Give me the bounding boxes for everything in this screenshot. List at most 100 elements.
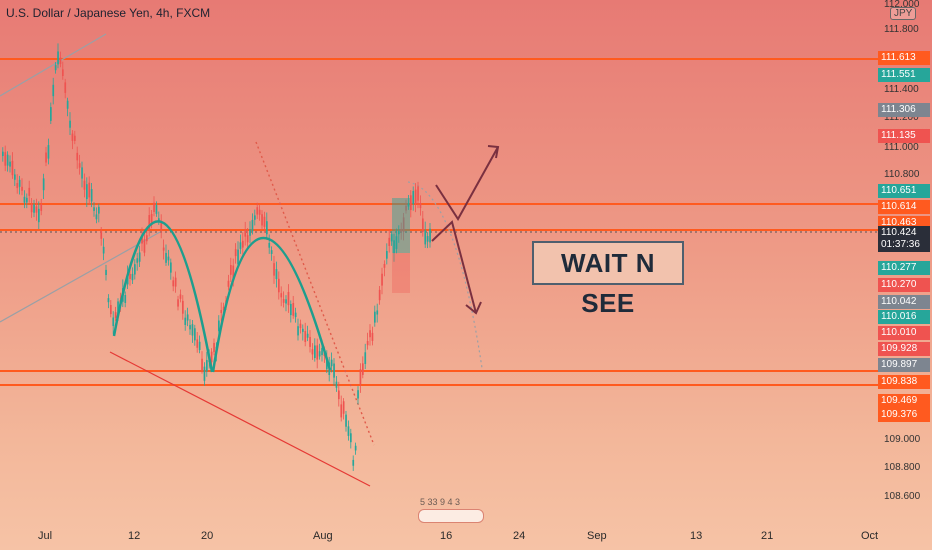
candle-body [302,328,304,332]
candle-body [218,320,220,332]
candle-body [395,236,398,249]
candle-body [69,120,71,128]
candle-body [426,236,429,242]
candle-body [177,299,179,307]
candle-body [30,203,33,213]
candle-body [330,359,333,367]
candle-body [316,345,319,360]
candle-body [275,269,278,280]
candle-body [237,249,239,265]
price-scale-label: 109.469 [878,394,930,408]
price-scale-label: 110.270 [878,278,930,292]
candle-body [62,69,64,76]
candle-body [410,195,412,211]
candle-body [371,332,374,341]
wait-n-see-annotation[interactable]: WAIT N SEE [532,241,684,318]
lower-left-trendline [0,231,161,323]
price-tick-label: 108.600 [884,491,921,502]
candle-body [234,249,237,257]
price-tick-label: 111.400 [884,84,919,95]
candle-body [141,236,143,244]
price-scale-label: 110.042 [878,295,930,309]
candle-body [170,262,172,273]
candle-body [2,151,4,157]
candle-body [14,174,16,180]
candle-body [282,299,285,303]
price-scale-label: 110.614 [878,200,930,214]
price-tick-label: 112.000 [884,0,920,10]
arrowhead-down-icon [465,301,482,315]
candle-body [158,218,160,222]
candle-body [11,160,14,176]
candle-body [244,229,247,237]
price-tick-label: 111.200 [884,112,919,123]
candle-body [26,197,28,203]
candle-body [191,324,194,336]
arrowhead-up-icon [487,145,500,159]
candle-body [374,311,376,323]
candle-body [405,205,407,211]
price-scale-label: 111.306 [878,103,930,117]
candle-body [350,433,352,443]
candle-body [86,184,88,200]
candle-body [258,209,261,215]
candle-body [40,204,43,211]
pair-title: U.S. Dollar / Japanese Yen, 4h, FXCM [6,6,211,20]
candle-body [174,277,177,287]
candle-body [280,293,283,298]
candle-body [90,189,93,202]
candle-body [345,414,347,427]
candle-body [335,381,338,388]
candle-body [254,215,256,220]
candle-body [306,333,309,338]
bullish-scenario-arrow [435,146,499,221]
candle-body [102,246,105,254]
candle-body [364,352,367,364]
candle-body [4,152,7,166]
candle-body [278,278,280,293]
candle-body [347,426,350,436]
candle-body [359,369,362,385]
candle-body [249,229,251,236]
candle-body [98,206,100,214]
dashed-downtrend-line [255,141,375,446]
candle-body [71,133,74,141]
price-tick-label: 110.800 [884,169,920,180]
candle-body [414,189,417,205]
price-scale-label: 110.277 [878,261,930,275]
candle-body [143,239,146,253]
date-tick-label: Jul [38,530,53,542]
current-price-label: 110.424 01:37:36 [878,226,930,252]
date-tick-label: Sep [587,530,607,542]
candle-body [23,196,26,203]
currency-badge[interactable]: JPY [890,7,917,20]
candle-body [78,163,81,168]
candle-body [150,213,153,223]
candle-body [220,309,223,314]
candle-body [388,237,391,246]
candle-body [318,351,321,357]
candle-body [232,265,235,280]
bar-countdown: 01:37:36 [881,239,920,250]
candle-body [167,256,170,261]
candle-body [393,240,395,254]
candle-body [64,82,67,93]
price-tick-label: 111.800 [884,24,919,35]
candle-body [338,390,340,400]
candle-body [333,363,335,378]
logo-icon [418,509,484,523]
candle-body [107,298,110,303]
candle-body [424,230,427,245]
candle-body [239,242,242,249]
candle-body [273,263,275,276]
candle-body [182,300,184,314]
pattern-arc-left [112,220,214,373]
date-tick-label: 24 [513,530,526,542]
candle-body [290,303,292,316]
candle-body [352,459,355,466]
lower-channel-line [109,351,371,487]
candle-body [429,228,431,243]
candle-body [390,234,393,242]
